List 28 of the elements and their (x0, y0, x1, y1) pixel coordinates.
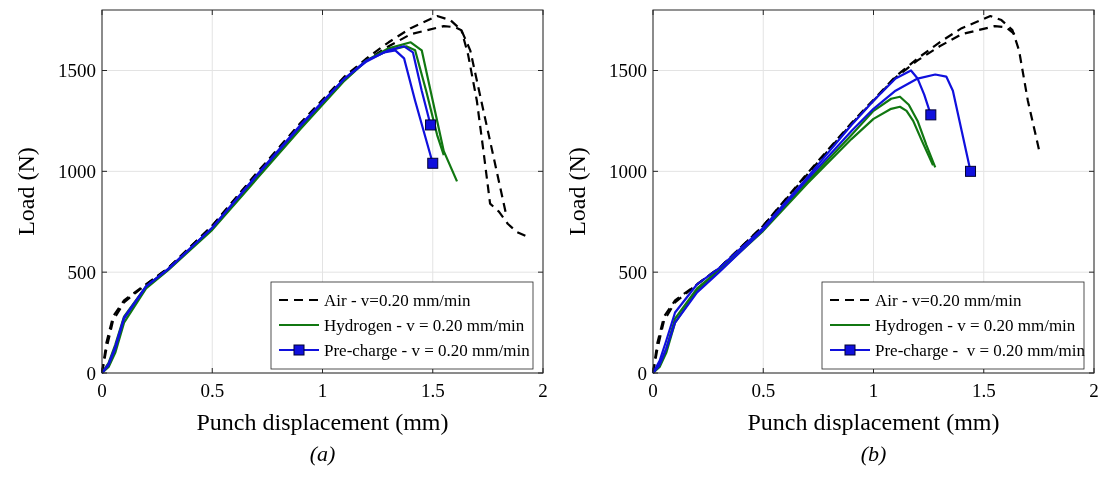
legend-label: Hydrogen - v = 0.20 mm/min (324, 315, 525, 335)
y-tick-label: 1500 (58, 60, 96, 82)
x-tick-label: 2 (1089, 380, 1099, 401)
legend-label: Hydrogen - v = 0.20 mm/min (875, 315, 1076, 335)
text: (a) (309, 441, 336, 466)
y-tick-label: 1000 (58, 160, 96, 182)
y-axis-title: Load (N) (13, 147, 39, 236)
y-tick-label: 1500 (609, 60, 647, 82)
y-tick-label: 0 (86, 362, 96, 384)
y-tick-label: 500 (67, 261, 96, 283)
x-axis-title: Punch displacement (mm) (747, 409, 1000, 435)
x-tick-label: 1 (317, 380, 328, 401)
x-tick-label: 1 (868, 380, 879, 401)
y-tick-label: 500 (618, 261, 647, 283)
x-axis-title: Punch displacement (mm) (196, 409, 449, 435)
x-tick-label: 1.5 (971, 380, 996, 401)
legend-label: Air - v=0.20 mm/min (324, 290, 472, 310)
legend-label: Pre-charge - v = 0.20 mm/min (875, 340, 1086, 360)
x-tick-label: 0.5 (751, 380, 776, 401)
x-tick-label: 2 (538, 380, 548, 401)
y-axis-title: Load (N) (564, 147, 590, 236)
legend-label: Air - v=0.20 mm/min (875, 290, 1023, 310)
y-tick-label: 0 (637, 362, 647, 384)
y-tick-label: 1000 (609, 160, 647, 182)
x-tick-label: 0.5 (200, 380, 225, 401)
x-tick-label: 1.5 (420, 380, 445, 401)
legend-label: Pre-charge - v = 0.20 mm/min (324, 340, 531, 360)
text: (b) (860, 441, 887, 466)
